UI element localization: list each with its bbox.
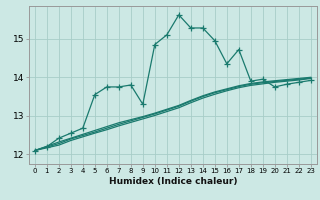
X-axis label: Humidex (Indice chaleur): Humidex (Indice chaleur) xyxy=(108,177,237,186)
